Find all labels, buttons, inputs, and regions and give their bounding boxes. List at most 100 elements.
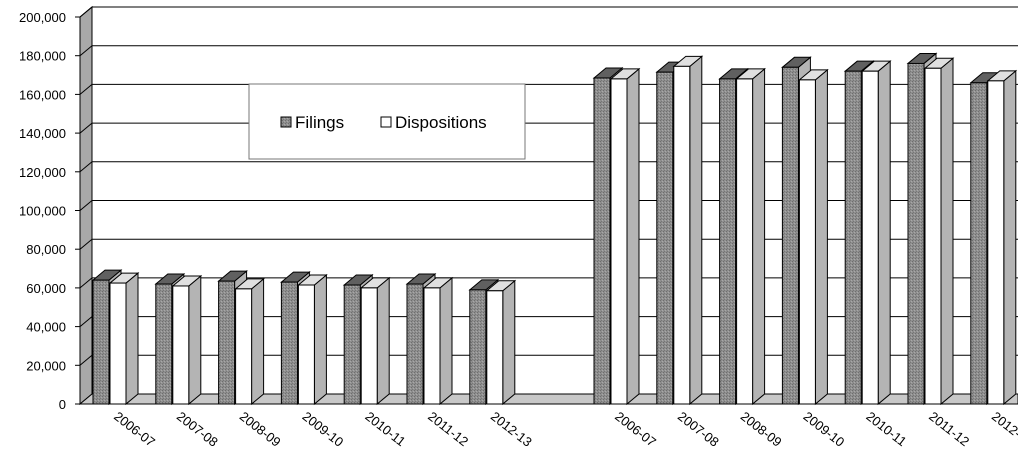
bar-dispositions bbox=[609, 67, 641, 406]
bar-side bbox=[188, 274, 202, 406]
gridline-side bbox=[79, 122, 93, 134]
bar-front bbox=[656, 71, 674, 405]
gridline-side bbox=[79, 354, 93, 366]
bar-dispositions bbox=[860, 60, 892, 406]
legend: Filings Dispositions bbox=[248, 83, 526, 160]
y-tick-label: 20,000 bbox=[26, 358, 66, 373]
x-tick-label: 2009-10 bbox=[300, 409, 347, 450]
bar-side bbox=[313, 273, 327, 406]
bar-front bbox=[469, 289, 487, 405]
bar-dispositions bbox=[234, 277, 265, 406]
bar-dispositions bbox=[108, 271, 140, 406]
bar-front bbox=[109, 282, 127, 405]
bar-front bbox=[736, 78, 754, 405]
gridline-side bbox=[79, 277, 93, 289]
x-tick-label: 2010-11 bbox=[362, 409, 408, 450]
bar-dispositions bbox=[735, 67, 766, 406]
bar-side bbox=[1003, 69, 1017, 406]
gridline-side bbox=[79, 316, 93, 327]
x-tick-label: 2012-13 bbox=[488, 409, 535, 450]
x-tick-label: 2008-09 bbox=[237, 409, 284, 450]
y-tick-label: 140,000 bbox=[19, 126, 66, 141]
y-tick-label: 200,000 bbox=[19, 10, 66, 25]
gridline-side bbox=[79, 84, 93, 95]
bars bbox=[91, 52, 1018, 406]
bar-front bbox=[343, 284, 361, 405]
bar-front bbox=[235, 288, 253, 405]
y-tick-label: 60,000 bbox=[26, 281, 66, 296]
bar-dispositions bbox=[422, 276, 454, 406]
bar-front bbox=[486, 290, 504, 405]
bar-front bbox=[907, 62, 925, 405]
gridline-side bbox=[79, 238, 93, 250]
x-axis-labels: 2006-07 2007-08 2008-09 2009-10 2010-11 2011-… bbox=[111, 409, 1018, 450]
x-tick-label: 2012-13 bbox=[989, 409, 1018, 450]
bar-dispositions bbox=[798, 68, 829, 406]
legend-label-dispositions: Dispositions bbox=[395, 113, 487, 132]
x-tick-label: 2011-12 bbox=[926, 409, 972, 450]
gridline-side bbox=[79, 45, 93, 57]
y-axis-ticks: 0 20,000 40,000 60,000 80,000 100,000 120,000 1… bbox=[19, 10, 81, 412]
bar-front bbox=[172, 285, 190, 405]
bar-side bbox=[376, 276, 390, 406]
x-tick-label: 2011-12 bbox=[425, 409, 471, 450]
bar-front bbox=[673, 65, 691, 405]
bar-front bbox=[781, 66, 799, 405]
bar-side bbox=[689, 55, 703, 406]
bar-front bbox=[987, 80, 1005, 405]
gridline-side bbox=[79, 161, 93, 173]
y-tick-label: 160,000 bbox=[19, 87, 66, 102]
bar-front bbox=[798, 79, 816, 405]
x-tick-label: 2007-08 bbox=[675, 409, 722, 450]
y-tick-label: 40,000 bbox=[26, 320, 66, 335]
bar-dispositions bbox=[986, 69, 1018, 406]
legend-swatch-dispositions bbox=[380, 116, 392, 128]
bar-front bbox=[924, 67, 942, 405]
bar-front bbox=[406, 283, 424, 405]
bar-front bbox=[593, 77, 611, 405]
x-tick-label: 2006-07 bbox=[612, 409, 659, 450]
bar-front bbox=[280, 281, 298, 405]
bar-dispositions bbox=[359, 276, 391, 406]
bar-front bbox=[861, 70, 879, 405]
gridline-side bbox=[79, 6, 93, 18]
bar-front bbox=[92, 279, 110, 405]
gridline-side bbox=[79, 200, 93, 211]
bar-front bbox=[155, 283, 173, 405]
bar-front bbox=[360, 287, 378, 405]
bar-dispositions bbox=[171, 274, 203, 406]
bar-front bbox=[218, 280, 236, 405]
bar-dispositions bbox=[485, 279, 517, 406]
bar-side bbox=[125, 271, 139, 406]
bar-side bbox=[752, 67, 766, 406]
bar-dispositions bbox=[923, 57, 955, 406]
legend-swatch-filings bbox=[280, 116, 292, 128]
bar-side bbox=[439, 276, 453, 406]
y-tick-label: 80,000 bbox=[26, 242, 66, 257]
bar-side bbox=[502, 279, 516, 406]
x-tick-label: 2010-11 bbox=[863, 409, 909, 450]
bar-front bbox=[719, 78, 737, 405]
y-tick-label: 100,000 bbox=[19, 204, 66, 219]
y-tick-label: 120,000 bbox=[19, 165, 66, 180]
y-tick-label: 180,000 bbox=[19, 49, 66, 64]
bar-front bbox=[423, 287, 441, 405]
bar-side bbox=[877, 60, 891, 406]
bar-side bbox=[940, 57, 954, 406]
x-tick-label: 2009-10 bbox=[801, 409, 848, 450]
bar-front bbox=[297, 284, 315, 405]
bar-front bbox=[970, 82, 988, 405]
x-tick-label: 2008-09 bbox=[738, 409, 785, 450]
bar-front bbox=[610, 78, 628, 405]
bar-side bbox=[626, 67, 640, 406]
bar-side bbox=[814, 68, 828, 406]
bar-side bbox=[251, 277, 265, 406]
bar-front bbox=[844, 70, 862, 405]
x-tick-label: 2006-07 bbox=[111, 409, 158, 450]
bar-dispositions bbox=[297, 273, 328, 406]
bar-dispositions bbox=[672, 55, 704, 406]
y-tick-label: 0 bbox=[59, 397, 66, 412]
legend-label-filings: Filings bbox=[295, 113, 344, 132]
x-tick-label: 2007-08 bbox=[174, 409, 221, 450]
